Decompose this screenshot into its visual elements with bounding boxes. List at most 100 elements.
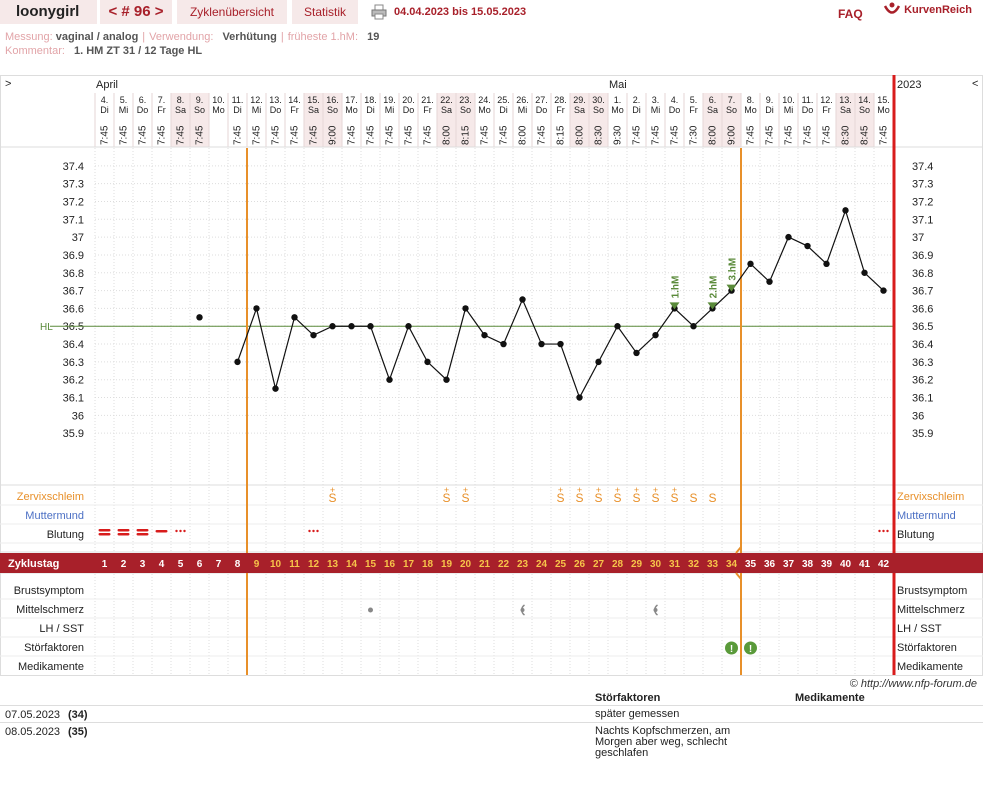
weekend-shade: [304, 93, 323, 147]
stoerfaktor-icon-mark: !: [749, 644, 752, 655]
tab-statistik[interactable]: Statistik: [292, 0, 358, 24]
time-label: 9:00: [328, 125, 339, 145]
time-label: 7:45: [309, 125, 320, 145]
y-tick-right: 36.8: [912, 268, 933, 280]
temperature-point: [348, 323, 355, 330]
bleeding-strong: [136, 533, 149, 536]
date-label: 4.: [101, 95, 109, 105]
y-tick-left: 37.2: [63, 196, 84, 208]
time-label: 9:30: [613, 125, 624, 145]
date-label: 21.: [421, 95, 434, 105]
cervix-symbol: S: [575, 491, 583, 505]
cervix-symbol: S: [632, 491, 640, 505]
time-label: 7:45: [423, 125, 434, 145]
time-label: 7:45: [784, 125, 795, 145]
y-tick-right: 36.2: [912, 375, 933, 387]
time-label: 7:45: [195, 125, 206, 145]
month-label: April: [96, 79, 118, 91]
date-label: 23.: [459, 95, 472, 105]
weekday-label: Fr: [556, 105, 565, 115]
date-label: 26.: [516, 95, 529, 105]
weekday-label: Di: [632, 105, 641, 115]
hm-label: 2.hM: [709, 276, 720, 299]
time-label: 8:15: [461, 125, 472, 145]
tab-zyklenuebersicht[interactable]: Zyklenübersicht: [177, 0, 287, 24]
weekday-label: Sa: [308, 105, 319, 115]
stoerfaktor-icon: [725, 641, 738, 655]
time-label: 7:45: [290, 125, 301, 145]
user-name[interactable]: loonygirl: [0, 0, 97, 24]
date-label: 2.: [633, 95, 641, 105]
cycle-day-number: 41: [859, 559, 871, 570]
time-label: 8:00: [575, 125, 586, 145]
time-label: 7:45: [879, 125, 890, 145]
time-label: 7:45: [803, 125, 814, 145]
date-label: 5.: [690, 95, 698, 105]
temperature-point: [291, 314, 298, 321]
date-label: 8.: [177, 95, 185, 105]
weekday-label: Mi: [252, 105, 262, 115]
y-tick-right: 36.1: [912, 393, 933, 405]
bleeding-spotting: [308, 529, 311, 533]
faq-link[interactable]: FAQ: [838, 7, 863, 21]
weekday-label: Di: [366, 105, 375, 115]
hm-triangle: [669, 302, 680, 310]
cycle-day-number: 13: [327, 559, 339, 570]
temperature-point: [443, 376, 450, 383]
cycle-day-number: 9: [254, 559, 260, 570]
weekday-label: Di: [765, 105, 774, 115]
time-label: 7:45: [746, 125, 757, 145]
time-label: 7:45: [499, 125, 510, 145]
cervix-symbol: S: [328, 491, 336, 505]
temperature-point: [861, 269, 868, 276]
temperature-point: [785, 233, 792, 241]
temperature-point: [747, 260, 754, 268]
cycle-day-number: 18: [422, 559, 434, 570]
weekend-shade: [855, 93, 874, 147]
temperature-point: [519, 296, 526, 303]
cycle-day-number: 12: [308, 559, 320, 570]
time-label: 9:00: [727, 125, 738, 145]
cycle-day-number: 11: [289, 559, 300, 570]
cycle-day-number: 38: [802, 559, 814, 570]
cycle-day-number: 24: [536, 559, 548, 570]
bleeding-spotting: [878, 529, 881, 533]
weekend-shade: [323, 93, 342, 147]
date-label: 17.: [345, 95, 358, 105]
top-bar: loonygirl < # 96 > Zyklenübersicht Stati…: [0, 0, 983, 26]
cycle-day-number: 37: [783, 559, 795, 570]
weekday-label: Mi: [385, 105, 395, 115]
time-label: 7:45: [385, 125, 396, 145]
row-label-bottom-right: Brustsymptom: [897, 585, 967, 597]
bleeding-strong: [98, 533, 111, 536]
weekday-label: Mo: [744, 105, 757, 115]
cervix-symbol: S: [670, 491, 678, 505]
y-tick-left: 36.8: [63, 268, 84, 280]
date-label: 8.: [747, 95, 755, 105]
date-label: 16.: [326, 95, 339, 105]
row-label-bottom: Medikamente: [18, 661, 84, 673]
temperature-point: [633, 349, 640, 357]
temperature-point: [538, 340, 545, 348]
cycle-day-number: 29: [631, 559, 643, 570]
y-tick-left: 36.5: [63, 321, 84, 333]
cycle-day-number: 27: [593, 559, 605, 570]
cervix-plus: +: [653, 485, 658, 495]
date-label: 27.: [535, 95, 548, 105]
date-label: 3.: [652, 95, 660, 105]
date-label: 7.: [158, 95, 166, 105]
y-tick-right: 36.9: [912, 250, 933, 262]
cervix-plus: +: [558, 485, 563, 495]
date-label: 15.: [307, 95, 320, 105]
temperature-point: [652, 331, 659, 339]
cycle-day-number: 1: [102, 559, 108, 570]
date-range: 04.04.2023 bis 15.05.2023: [394, 6, 527, 18]
zyklustag-bar: [0, 553, 983, 573]
printer-icon[interactable]: [371, 4, 387, 20]
cycle-day-number: 23: [517, 559, 529, 570]
cycle-navigator[interactable]: < # 96 >: [100, 0, 172, 24]
date-label: 14.: [858, 95, 871, 105]
row-label-muttermund: Muttermund: [25, 510, 84, 522]
logo[interactable]: KurvenReich: [883, 0, 972, 24]
weekend-shade: [190, 93, 209, 147]
